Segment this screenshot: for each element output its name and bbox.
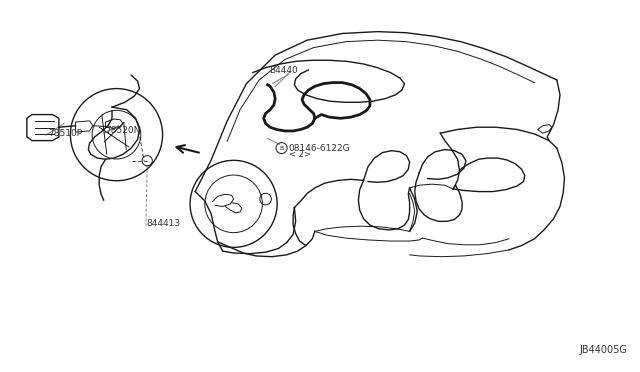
- Text: 844413: 844413: [146, 219, 180, 228]
- Text: 78520N: 78520N: [106, 126, 141, 135]
- Text: B: B: [280, 145, 284, 151]
- Text: 78510P: 78510P: [48, 129, 82, 138]
- Text: JB44005G: JB44005G: [579, 345, 627, 355]
- Text: B4440: B4440: [269, 66, 298, 75]
- Text: 08146-6122G: 08146-6122G: [289, 144, 350, 153]
- Text: < 2>: < 2>: [289, 150, 310, 159]
